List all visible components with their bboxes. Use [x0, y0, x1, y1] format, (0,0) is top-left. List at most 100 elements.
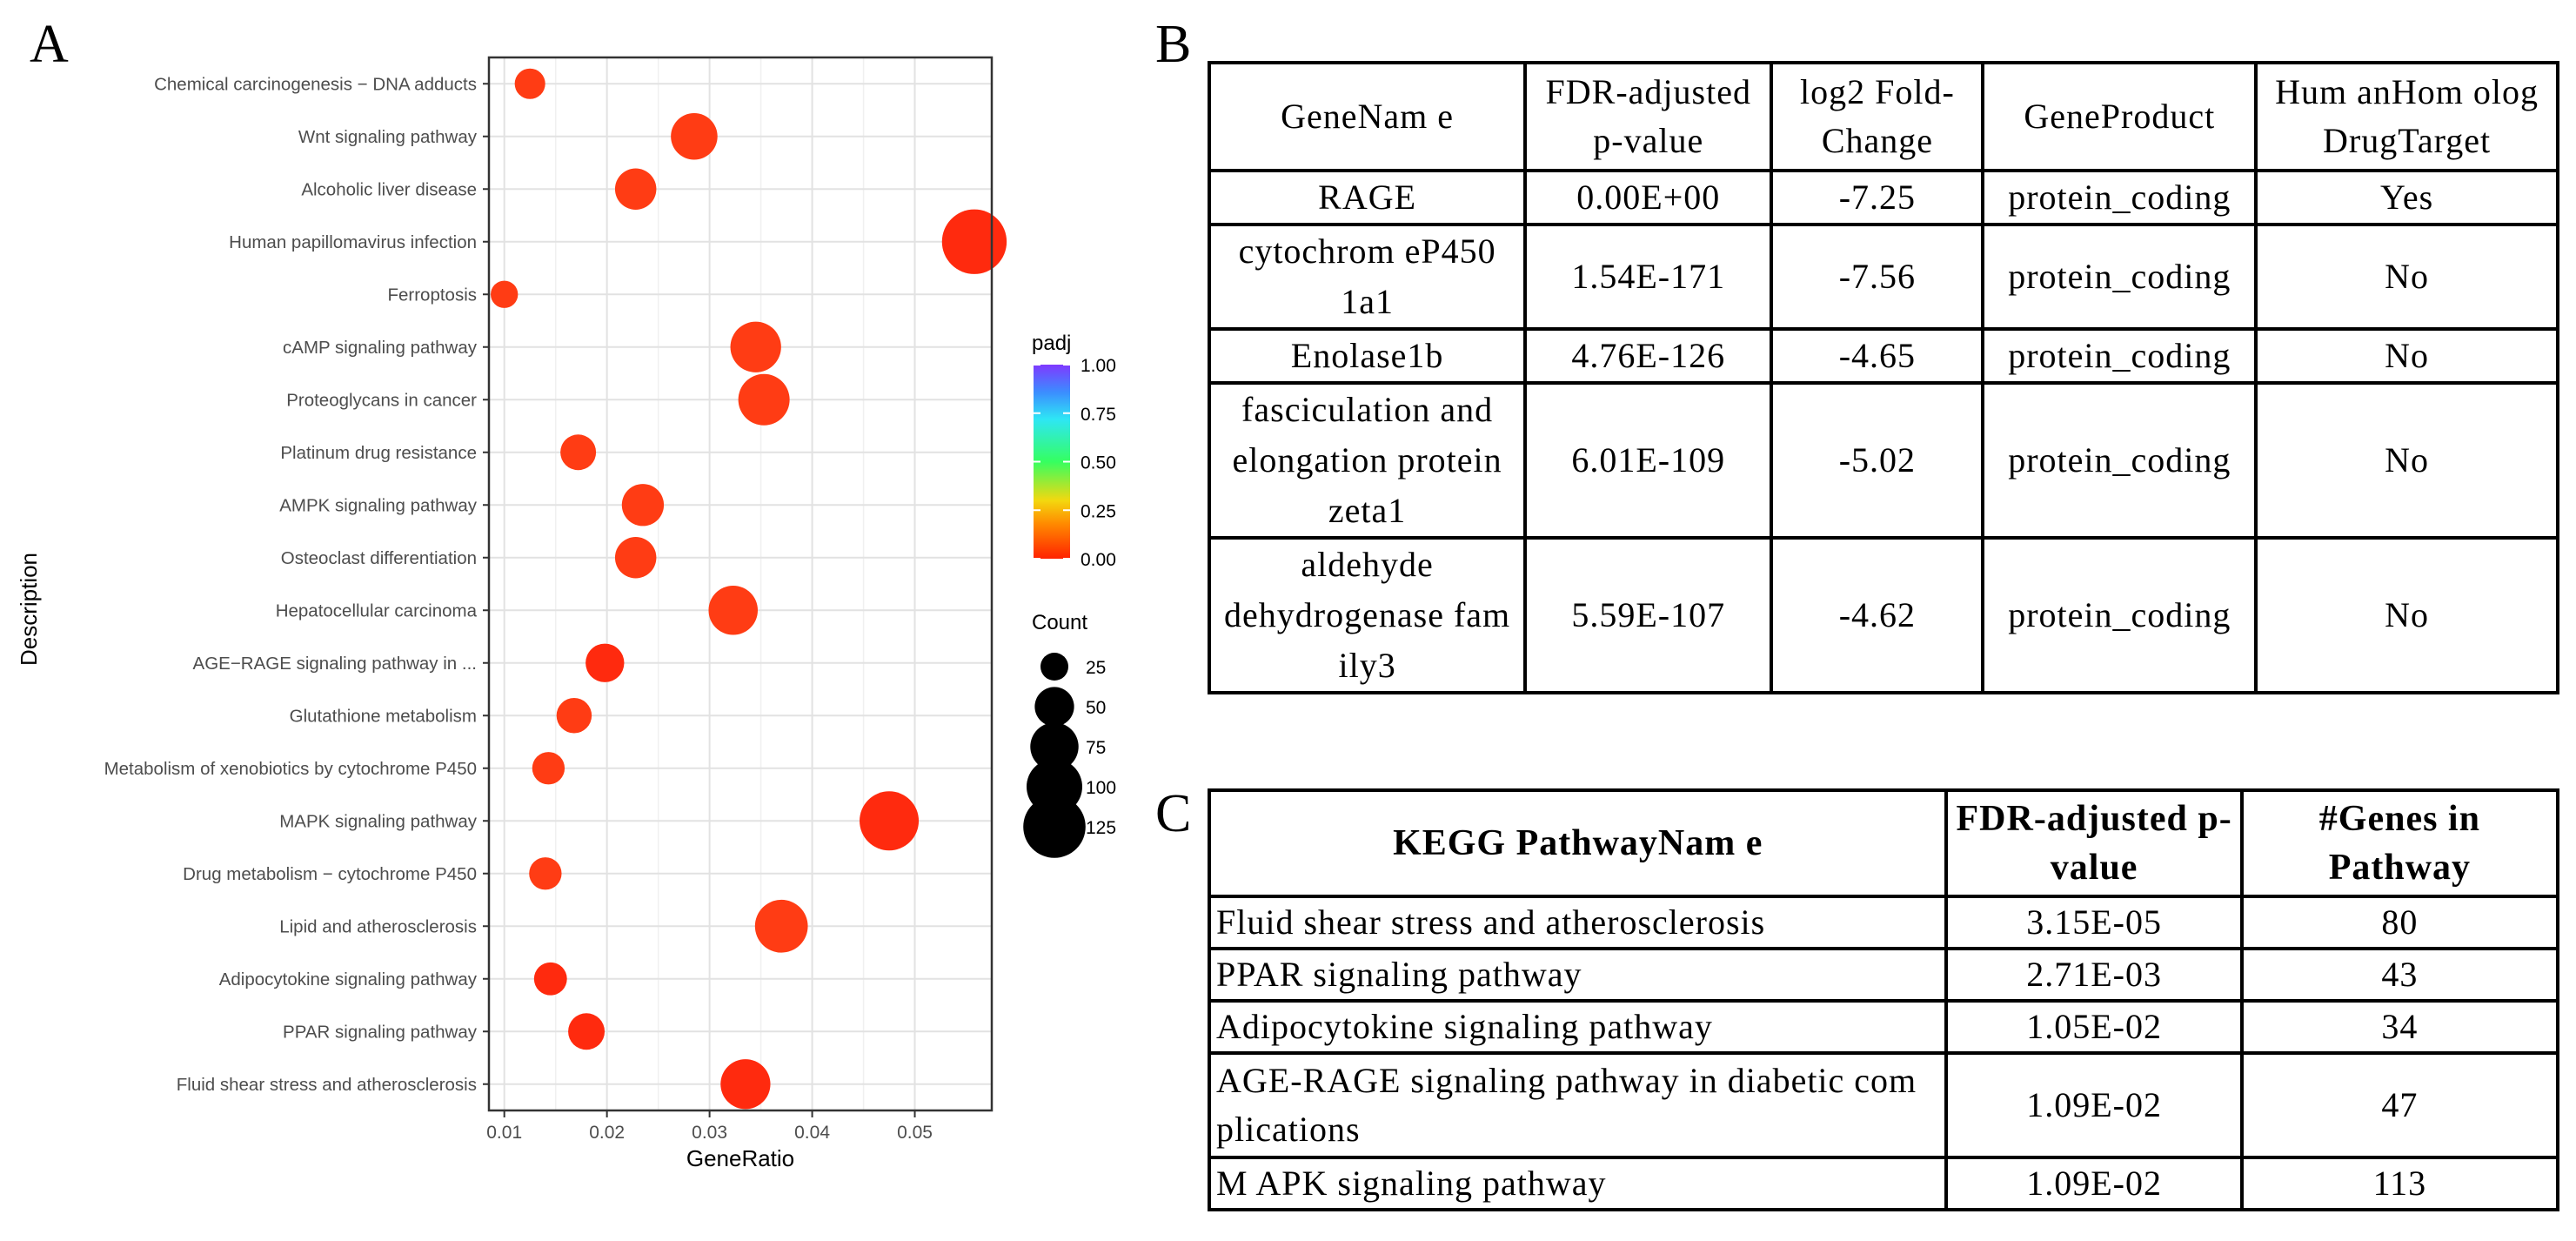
colorbar-tick-label: 0.75	[1081, 405, 1116, 425]
size-legend: 25 50 75 100 125	[1023, 653, 1116, 858]
colorbar-title: padj	[1032, 332, 1071, 355]
cell-fdr: 4.76E-126	[1523, 327, 1774, 385]
colorbar-tick-label: 0.50	[1081, 453, 1116, 473]
data-point	[671, 112, 718, 160]
y-tick-label: Alcoholic liver disease	[301, 179, 477, 199]
data-point	[621, 484, 665, 527]
data-point	[860, 791, 920, 851]
data-point	[532, 752, 565, 785]
y-tick-label: Osteoclast differentiation	[281, 548, 477, 568]
y-tick-label: Proteoglycans in cancer	[286, 390, 477, 410]
cell-target: No	[2254, 223, 2559, 331]
header-homolog-target: Hum anHom olog DrugTarget	[2254, 61, 2559, 172]
dotplot-panel: Chemical carcinogenesis − DNA adducts Wnt…	[0, 0, 1174, 1241]
size-legend-dot	[1023, 795, 1086, 858]
cell-product: protein_coding	[1981, 223, 2258, 331]
cell-gene: cytochrom eP450 1a1	[1207, 223, 1528, 331]
panel-label-a: A	[30, 15, 69, 74]
data-point	[491, 280, 519, 308]
colorbar-tick-label: 0.00	[1081, 550, 1116, 570]
data-point	[941, 209, 1007, 274]
table-row: Adipocytokine signaling pathway 1.05E-02…	[1207, 999, 2560, 1055]
y-tick-label: Chemical carcinogenesis − DNA adducts	[154, 74, 477, 94]
y-tick-label: Lipid and atherosclerosis	[279, 916, 477, 936]
data-point	[585, 643, 625, 682]
y-tick-label: Glutathione metabolism	[290, 706, 477, 726]
cell-gene: Enolase1b	[1207, 327, 1528, 385]
cell-product: protein_coding	[1981, 381, 2258, 540]
cell-target: No	[2254, 536, 2559, 694]
pathway-table: KEGG PathwayNam e FDR-adjusted p-value #…	[1207, 788, 2560, 1211]
cell-log2fc: -7.25	[1770, 169, 1985, 226]
y-tick-label: Adipocytokine signaling pathway	[219, 969, 478, 989]
panel-label-c: C	[1155, 784, 1192, 843]
cell-target: No	[2254, 381, 2559, 540]
cell-gene: fasciculation and elongation protein zet…	[1207, 381, 1528, 540]
size-legend-title: Count	[1032, 611, 1087, 634]
colorbar-tick-label: 1.00	[1081, 356, 1116, 376]
header-log2fc: log2 Fold-Change	[1770, 61, 1985, 172]
data-points	[491, 68, 1007, 1110]
cell-fdr: 0.00E+00	[1523, 169, 1774, 226]
size-legend-dot	[1030, 722, 1079, 771]
x-ticks: 0.01 0.02 0.03 0.04 0.05	[486, 1110, 933, 1143]
data-point	[514, 68, 545, 99]
cell-pathway: M APK signaling pathway	[1207, 1156, 1949, 1211]
cell-genes: 80	[2239, 895, 2560, 950]
cell-target: Yes	[2254, 169, 2559, 226]
cell-pathway-fdr: 1.09E-02	[1944, 1156, 2244, 1211]
x-tick-label: 0.05	[897, 1123, 933, 1143]
header-gene-product: GeneProduct	[1981, 61, 2258, 172]
size-legend-label: 25	[1086, 658, 1106, 678]
cell-pathway-fdr: 1.05E-02	[1944, 999, 2244, 1055]
cell-fdr: 5.59E-107	[1523, 536, 1774, 694]
x-axis-title: GeneRatio	[686, 1145, 794, 1171]
data-point	[560, 434, 597, 471]
cell-product: protein_coding	[1981, 536, 2258, 694]
data-point	[738, 373, 790, 426]
data-point	[533, 962, 567, 996]
header-pathway-name: KEGG PathwayNam e	[1207, 788, 1949, 898]
table-row: Fluid shear stress and atherosclerosis 3…	[1207, 895, 2560, 950]
y-tick-label: cAMP signaling pathway	[283, 338, 478, 358]
size-legend-dot	[1034, 687, 1074, 727]
cell-target: No	[2254, 327, 2559, 385]
size-legend-label: 125	[1086, 818, 1116, 838]
data-point	[614, 168, 657, 210]
cell-genes: 34	[2239, 999, 2560, 1055]
cell-product: protein_coding	[1981, 327, 2258, 385]
pathway-table-header: KEGG PathwayNam e FDR-adjusted p-value #…	[1207, 788, 2560, 898]
colorbar-ticks: 1.00 0.75 0.50 0.25 0.00	[1034, 356, 1116, 570]
cell-log2fc: -4.62	[1770, 536, 1985, 694]
y-tick-labels: Chemical carcinogenesis − DNA adducts Wnt…	[104, 74, 489, 1095]
x-tick-label: 0.03	[692, 1123, 727, 1143]
data-point	[556, 698, 592, 734]
y-tick-label: AGE−RAGE signaling pathway in ...	[193, 654, 477, 674]
data-point	[730, 321, 781, 372]
y-tick-label: Ferroptosis	[387, 285, 477, 305]
y-tick-label: Fluid shear stress and atherosclerosis	[177, 1075, 477, 1095]
cell-pathway-fdr: 1.09E-02	[1944, 1051, 2244, 1159]
cell-log2fc: -7.56	[1770, 223, 1985, 331]
table-row: M APK signaling pathway 1.09E-02 113	[1207, 1156, 2560, 1211]
cell-gene: RAGE	[1207, 169, 1528, 226]
cell-pathway: AGE-RAGE signaling pathway in diabetic c…	[1207, 1051, 1949, 1159]
data-point	[708, 585, 759, 635]
cell-product: protein_coding	[1981, 169, 2258, 226]
colorbar-tick-label: 0.25	[1081, 501, 1116, 521]
cell-log2fc: -4.65	[1770, 327, 1985, 385]
data-point	[529, 857, 562, 890]
panel-label-b: B	[1155, 15, 1192, 74]
cell-log2fc: -5.02	[1770, 381, 1985, 540]
size-legend-dot	[1040, 653, 1068, 681]
table-row: fasciculation and elongation protein zet…	[1207, 381, 2559, 540]
x-tick-label: 0.02	[589, 1123, 625, 1143]
y-tick-label: Drug metabolism − cytochrome P450	[183, 864, 477, 884]
plot-panel-background	[489, 57, 992, 1110]
y-tick-label: Human papillomavirus infection	[229, 232, 477, 252]
y-tick-label: Platinum drug resistance	[280, 443, 477, 463]
plot-panel-border	[487, 56, 994, 1112]
cell-genes: 43	[2239, 947, 2560, 1003]
table-row: aldehyde dehydrogenase fam ily3 5.59E-10…	[1207, 536, 2559, 694]
size-legend-label: 100	[1086, 778, 1116, 798]
